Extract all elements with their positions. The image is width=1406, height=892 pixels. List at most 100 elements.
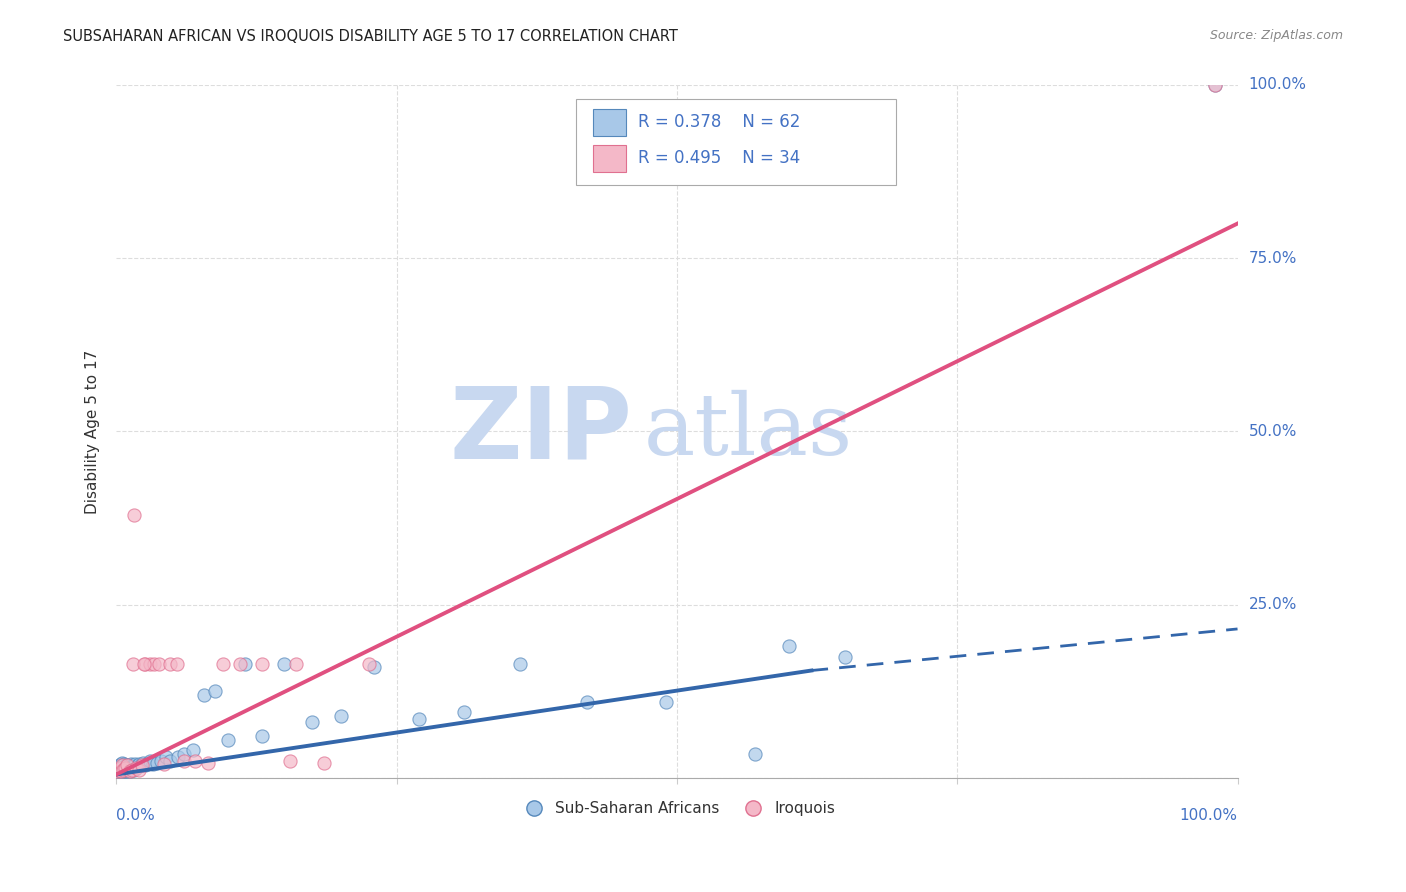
FancyBboxPatch shape (593, 145, 627, 171)
Point (250, 729, 273, 743)
Text: 100.0%: 100.0% (1180, 808, 1237, 823)
Point (111, 758, 134, 772)
Point (134, 758, 156, 772)
Point (228, 657, 250, 671)
Point (204, 684, 226, 698)
Point (1204, 78, 1226, 92)
Point (117, 760, 139, 774)
Point (744, 747, 766, 761)
Point (112, 757, 135, 772)
Legend: Sub-Saharan Africans, Iroquois: Sub-Saharan Africans, Iroquois (512, 795, 841, 822)
Point (139, 754, 162, 768)
Point (108, 764, 131, 778)
Point (115, 763, 138, 777)
FancyBboxPatch shape (593, 109, 627, 136)
Point (132, 756, 155, 770)
Point (181, 743, 204, 757)
Text: 75.0%: 75.0% (1249, 251, 1296, 266)
Point (128, 763, 150, 777)
Point (211, 657, 233, 671)
Point (105, 764, 128, 778)
Point (654, 695, 676, 709)
Point (233, 657, 256, 671)
Point (117, 763, 139, 777)
Point (184, 754, 207, 768)
Point (118, 764, 141, 778)
Point (114, 760, 136, 774)
Point (173, 747, 195, 761)
Point (197, 756, 219, 770)
Point (110, 764, 132, 778)
Point (112, 763, 135, 777)
Point (408, 712, 430, 726)
Point (120, 757, 142, 772)
Point (284, 657, 307, 671)
Y-axis label: Disability Age 5 to 17: Disability Age 5 to 17 (86, 350, 100, 514)
Point (117, 764, 139, 778)
Point (778, 640, 800, 654)
Point (143, 657, 166, 671)
Point (115, 758, 138, 772)
Point (150, 754, 173, 768)
Point (122, 758, 145, 772)
Text: 50.0%: 50.0% (1249, 424, 1296, 439)
Point (153, 757, 176, 772)
Text: ZIP: ZIP (449, 383, 633, 480)
Point (111, 760, 134, 774)
Point (129, 758, 152, 772)
Point (111, 764, 134, 778)
Point (134, 657, 156, 671)
Point (127, 758, 149, 772)
Text: SUBSAHARAN AFRICAN VS IROQUOIS DISABILITY AGE 5 TO 17 CORRELATION CHART: SUBSAHARAN AFRICAN VS IROQUOIS DISABILIT… (63, 29, 678, 44)
Point (166, 657, 188, 671)
Point (117, 758, 139, 772)
Point (122, 657, 145, 671)
FancyBboxPatch shape (576, 99, 896, 186)
Point (1204, 78, 1226, 92)
Point (357, 657, 380, 671)
Point (108, 760, 131, 774)
Point (193, 688, 215, 702)
Point (110, 757, 132, 772)
Point (167, 750, 190, 764)
Point (124, 757, 146, 772)
Point (273, 657, 295, 671)
Point (122, 763, 145, 777)
Point (121, 763, 143, 777)
Text: 0.0%: 0.0% (117, 808, 155, 823)
Point (114, 764, 136, 778)
Text: atlas: atlas (644, 390, 852, 473)
Text: Source: ZipAtlas.com: Source: ZipAtlas.com (1209, 29, 1343, 42)
Point (159, 657, 181, 671)
Point (312, 756, 335, 770)
Text: 100.0%: 100.0% (1249, 78, 1306, 93)
Point (108, 758, 131, 772)
Point (107, 763, 129, 777)
Text: 25.0%: 25.0% (1249, 597, 1296, 612)
Point (217, 732, 239, 747)
Point (145, 756, 167, 770)
Point (139, 657, 162, 671)
Point (114, 760, 136, 774)
Point (173, 754, 195, 768)
Text: R = 0.378    N = 62: R = 0.378 N = 62 (638, 112, 800, 130)
Point (111, 756, 134, 770)
Point (142, 757, 165, 772)
Point (134, 657, 156, 671)
Point (128, 757, 150, 772)
Point (105, 764, 128, 778)
Point (363, 660, 385, 674)
Point (125, 760, 148, 774)
Point (278, 754, 301, 768)
Point (117, 758, 139, 772)
Point (118, 764, 141, 778)
Point (159, 754, 181, 768)
Point (111, 763, 134, 777)
Point (121, 760, 143, 774)
Point (136, 756, 159, 770)
Point (107, 760, 129, 774)
Point (834, 649, 856, 664)
Point (576, 695, 599, 709)
Point (453, 705, 475, 719)
Point (125, 760, 148, 774)
